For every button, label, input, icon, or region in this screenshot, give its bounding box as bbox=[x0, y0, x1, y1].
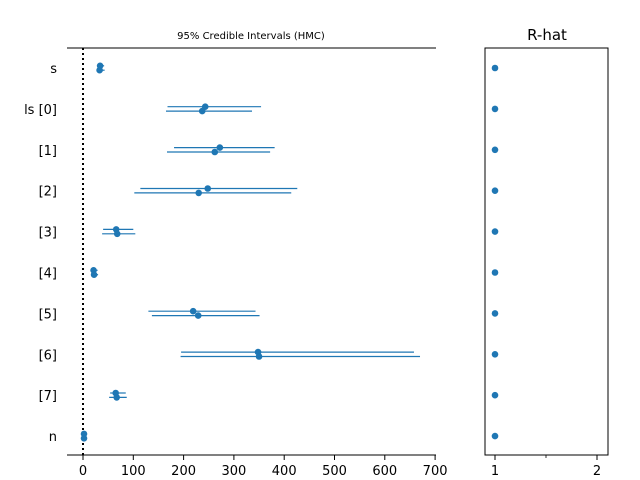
median-point bbox=[255, 353, 263, 360]
median-point bbox=[198, 107, 206, 115]
interval-marks bbox=[80, 62, 421, 442]
y-tick-label: [4] bbox=[39, 267, 57, 282]
y-tick-label: [6] bbox=[39, 348, 57, 363]
median-point bbox=[80, 435, 88, 442]
rhat-point bbox=[491, 310, 499, 317]
rhat-point bbox=[491, 187, 499, 194]
y-tick-label: [7] bbox=[39, 389, 57, 404]
median-point bbox=[216, 144, 224, 151]
rhat-point bbox=[491, 269, 499, 276]
credible-intervals-title: 95% Credible Intervals (HMC) bbox=[177, 31, 325, 42]
rhat-point bbox=[491, 228, 499, 235]
rhat-x-tick-label: 2 bbox=[593, 464, 601, 479]
y-tick-label: s bbox=[50, 62, 57, 77]
y-tick-label: n bbox=[49, 430, 57, 445]
rhat-point bbox=[491, 64, 499, 72]
x-tick-label: 700 bbox=[423, 464, 448, 479]
y-tick-label: [1] bbox=[39, 144, 57, 159]
rhat-points bbox=[491, 64, 499, 440]
x-tick-label: 100 bbox=[121, 464, 146, 479]
median-point bbox=[96, 66, 103, 74]
rhat-title: R-hat bbox=[527, 26, 567, 44]
x-tick-label: 0 bbox=[79, 464, 87, 479]
y-tick-label: [5] bbox=[39, 307, 57, 322]
rhat-point bbox=[491, 432, 499, 440]
median-point bbox=[90, 271, 98, 279]
rhat-point bbox=[491, 146, 499, 154]
y-tick-label: [2] bbox=[39, 185, 57, 200]
median-point bbox=[113, 230, 121, 238]
x-tick-label: 600 bbox=[372, 464, 397, 479]
credible-intervals-panel: 95% Credible Intervals (HMC) 0 100 200 300 4… bbox=[24, 31, 447, 479]
median-point bbox=[194, 312, 202, 319]
x-tick-label: 400 bbox=[272, 464, 297, 479]
y-axis-ticks: s ls [0] [1] [2] [3] [4] [5] [6] [7] n bbox=[24, 62, 57, 445]
median-point bbox=[211, 148, 219, 156]
median-point bbox=[189, 307, 197, 315]
x-tick-label: 500 bbox=[322, 464, 347, 479]
median-point bbox=[113, 394, 121, 401]
median-point bbox=[204, 185, 212, 192]
rhat-frame bbox=[484, 47, 609, 456]
rhat-point bbox=[491, 351, 499, 358]
y-tick-label: ls [0] bbox=[24, 103, 57, 118]
y-tick-label: [3] bbox=[39, 226, 57, 241]
rhat-point bbox=[491, 391, 499, 399]
median-point bbox=[195, 189, 202, 197]
rhat-x-tick-label: 1 bbox=[491, 464, 499, 479]
x-axis-ticks: 0 100 200 300 400 500 600 700 bbox=[79, 455, 448, 479]
rhat-point bbox=[491, 105, 499, 113]
x-tick-label: 300 bbox=[221, 464, 246, 479]
x-tick-label: 200 bbox=[171, 464, 196, 479]
